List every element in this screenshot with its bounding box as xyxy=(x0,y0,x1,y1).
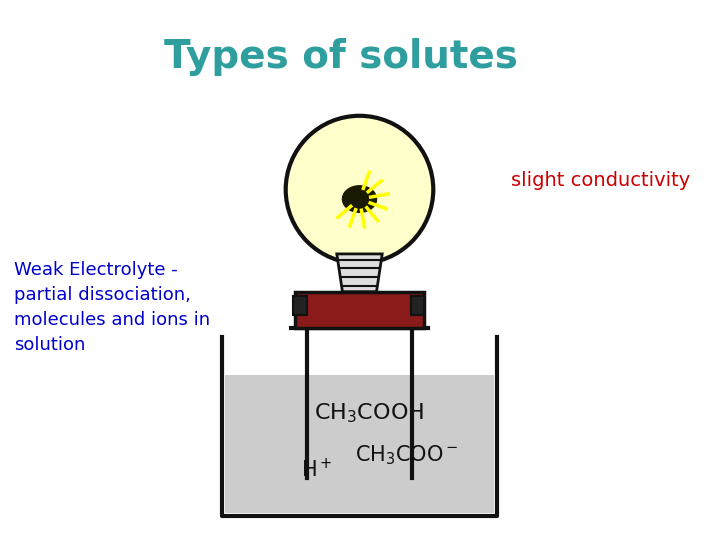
Text: H$^+$: H$^+$ xyxy=(301,458,333,481)
Polygon shape xyxy=(337,254,382,292)
Polygon shape xyxy=(343,186,377,212)
Bar xyxy=(295,292,424,328)
Bar xyxy=(410,296,424,315)
Text: Types of solutes: Types of solutes xyxy=(163,38,518,76)
Circle shape xyxy=(286,116,433,264)
Bar xyxy=(293,296,307,315)
Text: slight conductivity: slight conductivity xyxy=(511,171,690,190)
Text: CH$_3$COOH: CH$_3$COOH xyxy=(314,401,424,424)
Text: Weak Electrolyte -
partial dissociation,
molecules and ions in
solution: Weak Electrolyte - partial dissociation,… xyxy=(14,260,210,354)
Text: CH$_3$COO$^-$: CH$_3$COO$^-$ xyxy=(355,444,459,467)
Bar xyxy=(225,375,494,513)
